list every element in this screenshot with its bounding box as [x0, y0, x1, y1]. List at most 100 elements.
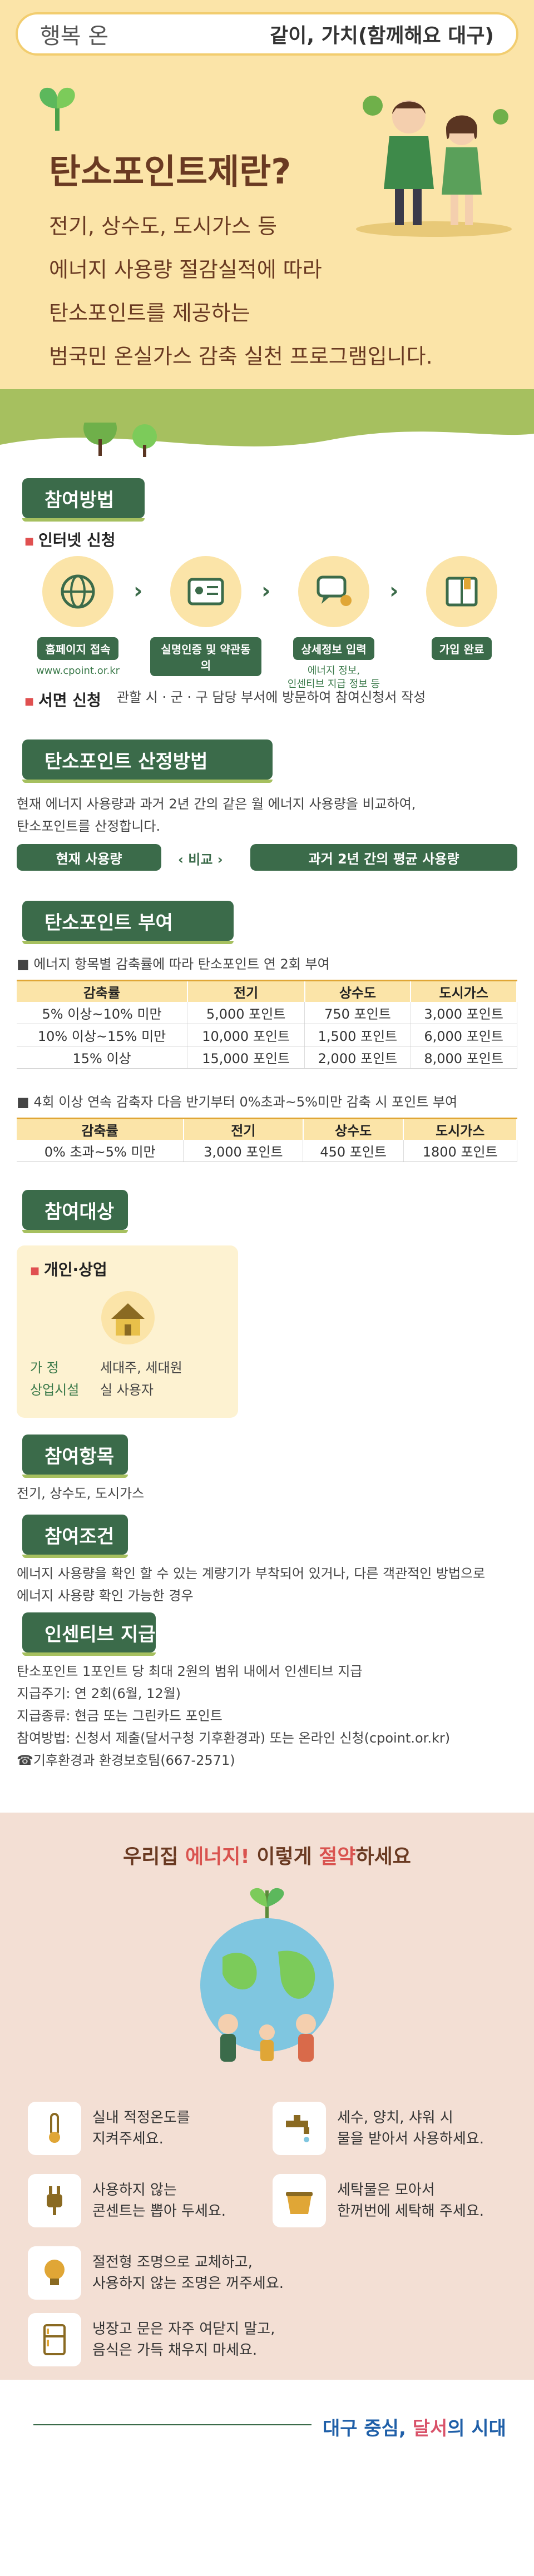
table-cell: 3,000 포인트 — [183, 1139, 304, 1162]
section-heading-incentive: 인센티브 지급 — [22, 1612, 156, 1656]
plug-icon — [47, 2186, 62, 2215]
column-header: 상수도 — [303, 1118, 404, 1140]
step-label: 가입 완료 — [431, 637, 492, 660]
chat-icon — [317, 575, 352, 606]
tip-line: 사용하지 않는 — [92, 2182, 177, 2198]
table-cell: 15,000 포인트 — [187, 1046, 305, 1069]
tip-icon-box — [28, 2313, 81, 2366]
column-header: 감축률 — [17, 1118, 184, 1140]
written-apply-text: 관할 시 · 군 · 구 담당 부서에 방문하여 참여신청서 작성 — [117, 689, 426, 705]
earth-family-illustration — [200, 1888, 334, 2062]
thermometer-icon — [49, 2113, 60, 2143]
tip-line: 한꺼번에 세탁해 주세요. — [337, 2203, 484, 2220]
table-cell: 15% 이상 — [17, 1046, 188, 1069]
district-slogan: 대구 중심, 달서의 시대 — [323, 2413, 506, 2440]
table-cell: 10,000 포인트 — [187, 1024, 305, 1046]
table-row: 5% 이상~10% 미만 5,000 포인트 750 포인트 3,000 포인트 — [17, 1001, 517, 1024]
hero-line: 에너지 사용량 절감실적에 따라 — [49, 257, 322, 282]
id-card-icon — [187, 578, 224, 605]
target-value: 세대주, 세대원 — [100, 1360, 182, 1376]
tip-item: 실내 적정온도를 지켜주세요. — [28, 2102, 190, 2155]
table-cell: 1,500 포인트 — [304, 1024, 411, 1046]
table-header-row: 감축률 전기 상수도 도시가스 — [17, 1118, 517, 1140]
target-label: 가 정 — [30, 1360, 59, 1376]
faucet-icon — [286, 2115, 309, 2142]
table-cell: 8,000 포인트 — [411, 1046, 517, 1069]
section-heading-target: 참여대상 — [22, 1190, 128, 1233]
tip-line: 콘센트는 뽑아 두세요. — [92, 2203, 226, 2220]
chevron-right-icon: › — [134, 578, 143, 604]
step-note: 에너지 정보, 인센티브 지급 정보 등 — [278, 664, 389, 691]
step-circle — [298, 556, 369, 627]
table-cell: 5,000 포인트 — [187, 1001, 305, 1024]
step-homepage: 홈페이지 접속 www.cpoint.or.kr — [22, 556, 134, 678]
tip-text: 실내 적정온도를 지켜주세요. — [92, 2107, 190, 2150]
section-heading-items: 참여항목 — [22, 1435, 128, 1478]
book-icon — [446, 577, 478, 607]
calc-line: 현재 에너지 사용량과 과거 2년 간의 같은 월 에너지 사용량을 비교하여, — [17, 796, 416, 812]
step-complete: 가입 완료 — [406, 556, 517, 660]
step-note-line: 에너지 정보, — [307, 665, 360, 677]
sprout-logo-icon — [39, 87, 75, 131]
chevron-right-icon: › — [261, 578, 271, 604]
target-label: 상업시설 — [30, 1382, 80, 1398]
section-heading-participate: 참여방법 — [22, 478, 145, 522]
table-cell: 6,000 포인트 — [411, 1024, 517, 1046]
energy-saving-section: 우리집 에너지! 이렇게 절약하세요 실내 적정온도 — [0, 1813, 534, 2380]
lightbulb-icon — [44, 2260, 65, 2285]
incentive-phone: ☎기후환경과 환경보호팀(667-2571) — [17, 1753, 235, 1768]
column-header: 전기 — [183, 1118, 304, 1140]
header-bar: 행복 온 같이, 가치(함께해요 대구) — [16, 12, 518, 56]
campaign-slogan: 같이, 가치(함께해요 대구) — [270, 24, 494, 47]
hero-line: 범국민 온실가스 감축 실천 프로그램입니다. — [49, 344, 433, 369]
hero-section: 행복 온 같이, 가치(함께해요 대구) 탄소포인트제란? 전기, 상수도, 도… — [0, 0, 534, 389]
column-header: 전기 — [187, 980, 305, 1002]
grant-note-text: 4회 이상 연속 감축자 다음 반기부터 0%초과~5%미만 감축 시 포인트 … — [33, 1094, 458, 1110]
table-row: 15% 이상 15,000 포인트 2,000 포인트 8,000 포인트 — [17, 1046, 517, 1069]
tip-line: 세수, 양치, 샤워 시 — [337, 2110, 453, 2126]
compare-label: ‹ 비교 › — [178, 852, 223, 867]
past-average-bar: 과거 2년 간의 평균 사용량 — [250, 844, 517, 871]
slogan-part: 대구 중심, — [323, 2418, 413, 2440]
globe-icon — [61, 574, 95, 609]
step-note-line: 인센티브 지급 정보 등 — [287, 678, 380, 690]
written-apply-title: 서면 신청 — [24, 688, 101, 711]
table-cell: 0% 초과~5% 미만 — [17, 1139, 184, 1162]
tip-line: 물을 받아서 사용하세요. — [337, 2131, 484, 2147]
condition-line: 에너지 사용량 확인 가능한 경우 — [17, 1588, 194, 1604]
footer-divider — [33, 2424, 312, 2425]
tip-text: 세탁물은 모아서 한꺼번에 세탁해 주세요. — [337, 2180, 484, 2222]
incentive-line: 참여방법: 신청서 제출(달서구청 기후환경과) 또는 온라인 신청(cpoin… — [17, 1730, 451, 1746]
walking-couple-illustration — [356, 96, 512, 237]
page-title: 탄소포인트제란? — [45, 143, 295, 193]
compare-text: 비교 — [188, 852, 213, 867]
chevron-right-icon: › — [389, 578, 399, 604]
column-header: 감축률 — [17, 980, 188, 1002]
grant-note-2: ■ 4회 이상 연속 감축자 다음 반기부터 0%초과~5%미만 감축 시 포인… — [17, 1094, 458, 1110]
laundry-basket-icon — [286, 2192, 313, 2214]
hill-curve-decoration — [0, 423, 534, 467]
tip-text: 절전형 조명으로 교체하고, 사용하지 않는 조명은 꺼주세요. — [92, 2252, 284, 2294]
title-part: 우리집 — [123, 1845, 186, 1868]
tip-text: 사용하지 않는 콘센트는 뽑아 두세요. — [92, 2180, 226, 2222]
bonus-points-table: 감축률 전기 상수도 도시가스 0% 초과~5% 미만 3,000 포인트 45… — [17, 1118, 517, 1162]
points-table: 감축률 전기 상수도 도시가스 5% 이상~10% 미만 5,000 포인트 7… — [17, 980, 517, 1069]
hero-description: 전기, 상수도, 도시가스 등 에너지 사용량 절감실적에 따라 탄소포인트를 … — [49, 205, 472, 378]
table-cell: 1800 포인트 — [403, 1139, 517, 1162]
step-label: 홈페이지 접속 — [37, 637, 118, 660]
calc-line: 탄소포인트를 산정합니다. — [17, 818, 161, 834]
tip-item: 냉장고 문은 자주 여닫지 말고, 음식은 가득 채우지 마세요. — [28, 2313, 275, 2366]
table-cell: 450 포인트 — [303, 1139, 404, 1162]
hero-line: 전기, 상수도, 도시가스 등 — [49, 214, 277, 239]
title-emphasis: 에너지! — [185, 1845, 250, 1868]
hero-line: 탄소포인트를 제공하는 — [49, 301, 250, 325]
column-header: 도시가스 — [411, 980, 517, 1002]
title-emphasis: 절약 — [319, 1845, 356, 1868]
slogan-highlight: 달서 — [412, 2418, 448, 2440]
homepage-url-link[interactable]: www.cpoint.or.kr — [36, 665, 120, 677]
table-header-row: 감축률 전기 상수도 도시가스 — [17, 980, 517, 1002]
tip-text: 냉장고 문은 자주 여닫지 말고, 음식은 가득 채우지 마세요. — [92, 2319, 275, 2361]
tip-line: 세탁물은 모아서 — [337, 2182, 435, 2198]
tip-icon-box — [28, 2246, 81, 2300]
